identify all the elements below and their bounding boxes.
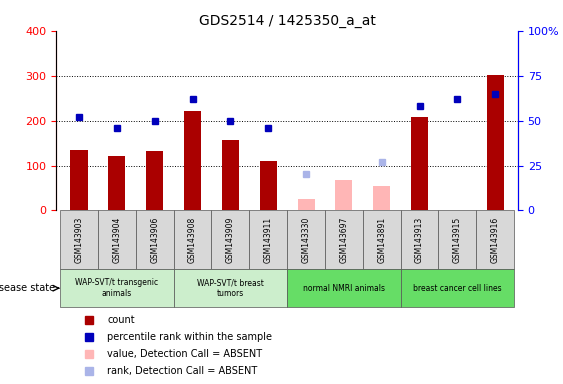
Text: disease state: disease state bbox=[0, 283, 56, 293]
Text: breast cancer cell lines: breast cancer cell lines bbox=[413, 284, 502, 293]
Text: percentile rank within the sample: percentile rank within the sample bbox=[107, 332, 272, 342]
Bar bbox=[260, 161, 277, 210]
Bar bbox=[411, 117, 428, 210]
Text: GSM143330: GSM143330 bbox=[302, 217, 311, 263]
Text: normal NMRI animals: normal NMRI animals bbox=[303, 284, 385, 293]
Bar bbox=[98, 210, 136, 269]
Bar bbox=[60, 210, 98, 269]
Title: GDS2514 / 1425350_a_at: GDS2514 / 1425350_a_at bbox=[199, 14, 376, 28]
Bar bbox=[476, 210, 514, 269]
Text: value, Detection Call = ABSENT: value, Detection Call = ABSENT bbox=[107, 349, 262, 359]
Text: count: count bbox=[107, 314, 135, 324]
Bar bbox=[373, 186, 390, 210]
Text: WAP-SVT/t breast
tumors: WAP-SVT/t breast tumors bbox=[197, 278, 264, 298]
Bar bbox=[336, 180, 352, 210]
Text: GSM143913: GSM143913 bbox=[415, 217, 424, 263]
Text: GSM143697: GSM143697 bbox=[339, 217, 348, 263]
Bar bbox=[487, 75, 504, 210]
Text: rank, Detection Call = ABSENT: rank, Detection Call = ABSENT bbox=[107, 366, 257, 376]
Bar bbox=[173, 269, 287, 307]
Bar bbox=[401, 269, 514, 307]
Text: GSM143911: GSM143911 bbox=[263, 217, 272, 263]
Bar bbox=[249, 210, 287, 269]
Bar bbox=[108, 156, 126, 210]
Bar bbox=[439, 210, 476, 269]
Text: GSM143891: GSM143891 bbox=[377, 217, 386, 263]
Bar bbox=[297, 199, 315, 210]
Bar bbox=[146, 151, 163, 210]
Text: GSM143908: GSM143908 bbox=[188, 217, 197, 263]
Text: GSM143915: GSM143915 bbox=[453, 217, 462, 263]
Bar bbox=[60, 269, 173, 307]
Bar bbox=[184, 111, 201, 210]
Bar bbox=[222, 140, 239, 210]
Text: GSM143904: GSM143904 bbox=[113, 217, 122, 263]
Bar bbox=[325, 210, 363, 269]
Text: GSM143903: GSM143903 bbox=[74, 217, 83, 263]
Bar bbox=[70, 150, 87, 210]
Text: GSM143906: GSM143906 bbox=[150, 217, 159, 263]
Text: GSM143916: GSM143916 bbox=[491, 217, 500, 263]
Bar bbox=[173, 210, 212, 269]
Text: GSM143909: GSM143909 bbox=[226, 217, 235, 263]
Bar bbox=[212, 210, 249, 269]
Bar bbox=[401, 210, 439, 269]
Bar bbox=[363, 210, 401, 269]
Bar bbox=[136, 210, 173, 269]
Bar bbox=[287, 210, 325, 269]
Bar bbox=[287, 269, 401, 307]
Text: WAP-SVT/t transgenic
animals: WAP-SVT/t transgenic animals bbox=[75, 278, 158, 298]
